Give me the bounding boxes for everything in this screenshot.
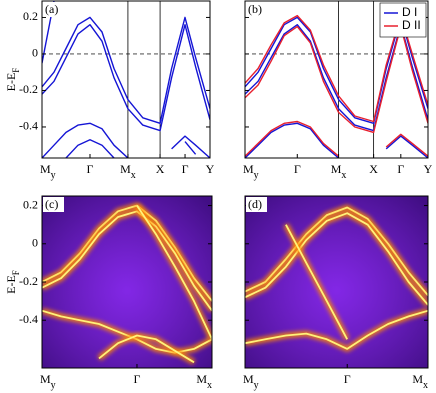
x-tick-label-sub: x [341, 170, 346, 181]
x-tick-label: My [40, 372, 56, 391]
x-tick-label-sub: y [254, 170, 259, 181]
x-tick-label: Γ [344, 372, 351, 386]
x-tick-label-main: Γ [397, 162, 404, 176]
x-tick-label: Γ [87, 162, 94, 176]
y-tick-label: -0.2 [19, 274, 38, 288]
band [245, 122, 428, 158]
legend-label: D II [402, 18, 421, 32]
band [42, 204, 212, 302]
x-tick-label-main: M [412, 372, 423, 386]
panel-label: (c) [45, 197, 58, 211]
band [42, 210, 212, 312]
x-tick-label: My [243, 162, 259, 181]
y-axis-label: E-EF [4, 270, 21, 294]
y-axis-label-sub: F [11, 270, 21, 275]
band [245, 120, 428, 157]
y-tick-label: -0.4 [19, 312, 38, 326]
y-tick-label: 0 [32, 46, 38, 60]
x-tick-label-main: Γ [87, 162, 94, 176]
x-tick-label-sub: y [51, 170, 56, 181]
x-tick-label-main: Y [206, 162, 215, 176]
x-tick-label-main: M [196, 372, 207, 386]
y-tick-label: 0 [32, 236, 38, 250]
x-tick-label-main: M [40, 162, 51, 176]
x-tick-label: X [369, 162, 378, 176]
band [136, 205, 212, 340]
panel-label: (a) [45, 2, 58, 16]
panel-label: (d) [248, 197, 262, 211]
x-tick-label: Mx [331, 162, 347, 181]
plot-area [245, 204, 428, 352]
x-tick-label-sub: x [423, 380, 428, 391]
x-tick-label-main: M [120, 162, 131, 176]
band [98, 334, 195, 364]
x-tick-label: X [156, 162, 165, 176]
x-tick-label: Γ [134, 372, 141, 386]
x-tick-label-main: Γ [344, 372, 351, 386]
y-tick-label: 0.2 [23, 9, 38, 23]
panel-label-box [246, 2, 267, 17]
band [245, 24, 428, 132]
panel-label-box [246, 197, 267, 212]
x-tick-label-main: Γ [134, 372, 141, 386]
panel-label-box [43, 2, 64, 17]
band [42, 24, 210, 132]
band [245, 212, 428, 306]
x-tick-label: Mx [196, 372, 212, 391]
x-tick-label: Γ [294, 162, 301, 176]
x-tick-label: Γ [397, 162, 404, 176]
band [42, 122, 210, 158]
x-tick-label: Y [424, 162, 433, 176]
y-axis-label: E-EF [4, 68, 21, 92]
x-tick-label-main: X [369, 162, 378, 176]
x-tick-label-main: M [243, 372, 254, 386]
x-tick-label: Mx [412, 372, 428, 391]
y-axis-label-sub: F [11, 68, 21, 73]
band [65, 139, 197, 158]
x-tick-label-main: Γ [182, 162, 189, 176]
x-tick-label: Γ [182, 162, 189, 176]
y-tick-label: 0.2 [23, 197, 38, 211]
x-tick-label-main: M [331, 162, 342, 176]
y-axis-label-main: E-E [4, 73, 18, 92]
legend-label: D I [402, 5, 417, 19]
axes-frame [244, 0, 429, 159]
band [245, 309, 428, 350]
x-tick-label: Mx [120, 162, 136, 181]
y-tick-label: -0.4 [19, 119, 38, 133]
band [245, 206, 428, 296]
plot-area [42, 1, 210, 158]
x-tick-label-sub: y [254, 380, 259, 391]
x-tick-label-main: Γ [294, 162, 301, 176]
legend-box [379, 2, 427, 38]
y-tick-label: -0.2 [19, 82, 38, 96]
x-tick-label-main: M [40, 372, 51, 386]
y-axis-label-main: E-E [4, 275, 18, 294]
x-tick-label-main: X [156, 162, 165, 176]
x-tick-label: My [40, 162, 56, 181]
x-tick-label-sub: x [131, 170, 136, 181]
x-tick-label-sub: y [51, 380, 56, 391]
panel-label: (b) [248, 2, 262, 16]
x-tick-label: Y [206, 162, 215, 176]
plot-area [42, 202, 212, 365]
band [285, 224, 348, 340]
x-tick-label-main: M [243, 162, 254, 176]
panel-label-box [43, 197, 64, 212]
band [42, 16, 210, 124]
x-tick-label: My [243, 372, 259, 391]
axes-frame [41, 0, 211, 159]
band [42, 309, 212, 354]
x-tick-label-main: Y [424, 162, 433, 176]
x-tick-label-sub: x [207, 380, 212, 391]
